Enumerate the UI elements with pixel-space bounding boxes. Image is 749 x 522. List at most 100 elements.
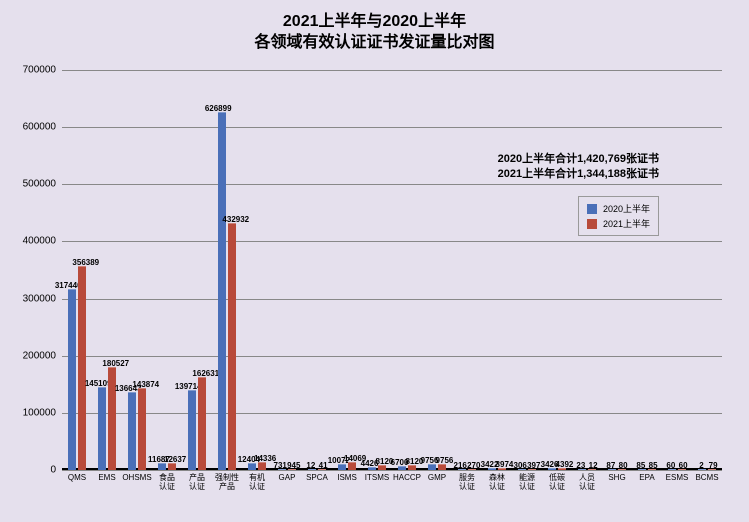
x-labels: QMSEMSOHSMS食品 认证产品 认证强制性 产品有机 认证GAPSPCAI… bbox=[62, 470, 722, 492]
y-tick-label: 400000 bbox=[23, 236, 62, 247]
bar-b: 180527 bbox=[108, 367, 116, 470]
bar-b: 432932 bbox=[228, 223, 236, 470]
bar-value-label: 397 bbox=[527, 461, 540, 470]
bar-value-label: 2 bbox=[699, 461, 703, 470]
y-tick-label: 700000 bbox=[23, 65, 62, 76]
bar-value-label: 60 bbox=[666, 461, 675, 470]
bar-a: 136643 bbox=[128, 392, 136, 470]
bar-a: 145109 bbox=[98, 387, 106, 470]
bar-value-label: 79 bbox=[709, 461, 718, 470]
bar-group: 626899432932 bbox=[212, 70, 242, 470]
x-tick-label: BCMS bbox=[692, 470, 722, 492]
bar-value-label: 60 bbox=[679, 461, 688, 470]
x-tick-label: 能源 认证 bbox=[512, 470, 542, 492]
bar-group: 306397 bbox=[512, 70, 542, 470]
x-tick-label: ISMS bbox=[332, 470, 362, 492]
bar-a: 626899 bbox=[218, 112, 226, 470]
x-tick-label: SHG bbox=[602, 470, 632, 492]
bars-container: 3174403563891451091805271366431438741168… bbox=[62, 70, 722, 470]
bar-value-label: 270 bbox=[467, 461, 480, 470]
legend-label: 2020上半年 bbox=[603, 202, 650, 215]
x-tick-label: GMP bbox=[422, 470, 452, 492]
legend-swatch bbox=[587, 204, 597, 214]
legend: 2020上半年 2021上半年 bbox=[578, 196, 659, 236]
bar-value-label: 80 bbox=[619, 461, 628, 470]
bar-group: 44268120 bbox=[362, 70, 392, 470]
bar-group: 1007214069 bbox=[332, 70, 362, 470]
bar-group: 67008120 bbox=[392, 70, 422, 470]
bar-group: 60 60 bbox=[662, 70, 692, 470]
bar-b: 14336 bbox=[258, 462, 266, 470]
bar-value-label: 216 bbox=[454, 461, 467, 470]
legend-label: 2021上半年 bbox=[603, 217, 650, 230]
title-line-1: 2021上半年与2020上半年 bbox=[283, 13, 466, 30]
chart-container: 2021上半年与2020上半年 各领域有效认证证书发证量比对图 31744035… bbox=[0, 0, 749, 522]
x-tick-label: 强制性 产品 bbox=[212, 470, 242, 492]
x-tick-label: 人员 认证 bbox=[572, 470, 602, 492]
bar-group: 34264392 bbox=[542, 70, 572, 470]
bar-value-label: 306 bbox=[514, 461, 527, 470]
bar-group: 87 80 bbox=[602, 70, 632, 470]
y-tick-label: 0 bbox=[50, 465, 62, 476]
bar-value-label: 85 bbox=[636, 461, 645, 470]
bar-group: 1240414336 bbox=[242, 70, 272, 470]
bar-a: 12404 bbox=[248, 463, 256, 470]
bar-group: 97569756 bbox=[422, 70, 452, 470]
x-tick-label: 食品 认证 bbox=[152, 470, 182, 492]
bar-value-label: 85 bbox=[649, 461, 658, 470]
bar-group: 34223974 bbox=[482, 70, 512, 470]
bar-value-label: 945 bbox=[287, 461, 300, 470]
x-tick-label: ESMS bbox=[662, 470, 692, 492]
bar-group: 139714162631 bbox=[182, 70, 212, 470]
legend-item: 2021上半年 bbox=[587, 216, 650, 231]
bar-a: 317440 bbox=[68, 289, 76, 470]
x-tick-label: 产品 认证 bbox=[182, 470, 212, 492]
chart-title: 2021上半年与2020上半年 各领域有效认证证书发证量比对图 bbox=[0, 0, 749, 54]
bar-group: 216270 bbox=[452, 70, 482, 470]
x-tick-label: 服务 认证 bbox=[452, 470, 482, 492]
bar-group: 731945 bbox=[272, 70, 302, 470]
bar-b: 14069 bbox=[348, 462, 356, 470]
bar-a: 11687 bbox=[158, 463, 166, 470]
x-tick-label: OHSMS bbox=[122, 470, 152, 492]
bar-group: 317440356389 bbox=[62, 70, 92, 470]
x-tick-label: EMS bbox=[92, 470, 122, 492]
bar-b: 12637 bbox=[168, 463, 176, 470]
legend-swatch bbox=[587, 219, 597, 229]
bar-value-label: 87 bbox=[606, 461, 615, 470]
bar-value-label: 12 bbox=[589, 461, 598, 470]
annotation-text: 2020上半年合计1,420,769张证书 bbox=[498, 150, 659, 166]
bar-value-label: 9756 bbox=[436, 456, 454, 465]
x-tick-label: GAP bbox=[272, 470, 302, 492]
x-tick-label: 有机 认证 bbox=[242, 470, 272, 492]
bar-value-label: 12 bbox=[306, 461, 315, 470]
bar-value-label: 41 bbox=[319, 461, 328, 470]
bar-group: 145109180527 bbox=[92, 70, 122, 470]
bar-value-label: 23 bbox=[576, 461, 585, 470]
x-tick-label: ITSMS bbox=[362, 470, 392, 492]
y-tick-label: 500000 bbox=[23, 179, 62, 190]
y-tick-label: 200000 bbox=[23, 350, 62, 361]
legend-item: 2020上半年 bbox=[587, 201, 650, 216]
x-tick-label: EPA bbox=[632, 470, 662, 492]
x-tick-label: SPCA bbox=[302, 470, 332, 492]
x-tick-label: QMS bbox=[62, 470, 92, 492]
bar-group: 2 79 bbox=[692, 70, 722, 470]
y-tick-label: 600000 bbox=[23, 122, 62, 133]
title-line-2: 各领域有效认证证书发证量比对图 bbox=[254, 34, 494, 51]
bar-value-label: 626899 bbox=[205, 104, 232, 113]
bar-group: 136643143874 bbox=[122, 70, 152, 470]
bar-group: 23 12 bbox=[572, 70, 602, 470]
plot-area: 3174403563891451091805271366431438741168… bbox=[62, 70, 722, 470]
bar-value-label: 731 bbox=[274, 461, 287, 470]
bar-b: 143874 bbox=[138, 388, 146, 470]
x-tick-label: 森林 认证 bbox=[482, 470, 512, 492]
y-tick-label: 100000 bbox=[23, 407, 62, 418]
bar-a: 139714 bbox=[188, 390, 196, 470]
bar-b: 162631 bbox=[198, 377, 206, 470]
y-tick-label: 300000 bbox=[23, 293, 62, 304]
bar-group: 85 85 bbox=[632, 70, 662, 470]
bar-value-label: 3974 bbox=[496, 460, 514, 469]
annotation-text: 2021上半年合计1,344,188张证书 bbox=[498, 165, 659, 181]
bar-value-label: 4392 bbox=[556, 460, 574, 469]
